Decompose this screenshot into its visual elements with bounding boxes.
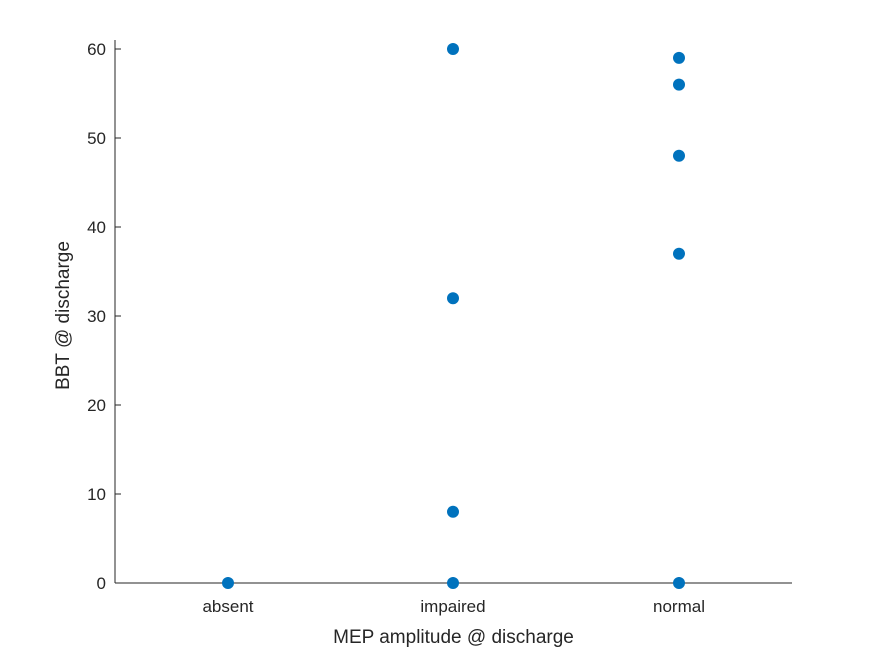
y-tick-label: 10 <box>87 485 106 504</box>
data-point <box>222 577 234 589</box>
y-tick-label: 50 <box>87 129 106 148</box>
y-tick-label: 0 <box>97 574 106 593</box>
data-point <box>673 149 685 162</box>
data-point <box>673 247 685 260</box>
y-axis-ticks: 0 10 20 30 40 50 60 <box>87 40 121 593</box>
y-tick-label: 30 <box>87 307 106 326</box>
data-point <box>673 577 685 589</box>
data-point <box>447 43 459 55</box>
x-tick-label: normal <box>653 597 705 616</box>
data-point <box>447 505 459 518</box>
y-tick-label: 40 <box>87 218 106 237</box>
y-tick-label: 20 <box>87 396 106 415</box>
data-point <box>447 577 459 589</box>
y-axis-label: BBT @ discharge <box>53 241 74 390</box>
data-point <box>447 292 459 305</box>
data-point <box>673 78 685 91</box>
data-points <box>222 43 685 589</box>
y-tick-label: 60 <box>87 40 106 59</box>
x-tick-label: impaired <box>420 597 485 616</box>
x-axis-label: MEP amplitude @ discharge <box>333 627 574 648</box>
data-point <box>673 51 685 64</box>
x-tick-label: absent <box>202 597 253 616</box>
